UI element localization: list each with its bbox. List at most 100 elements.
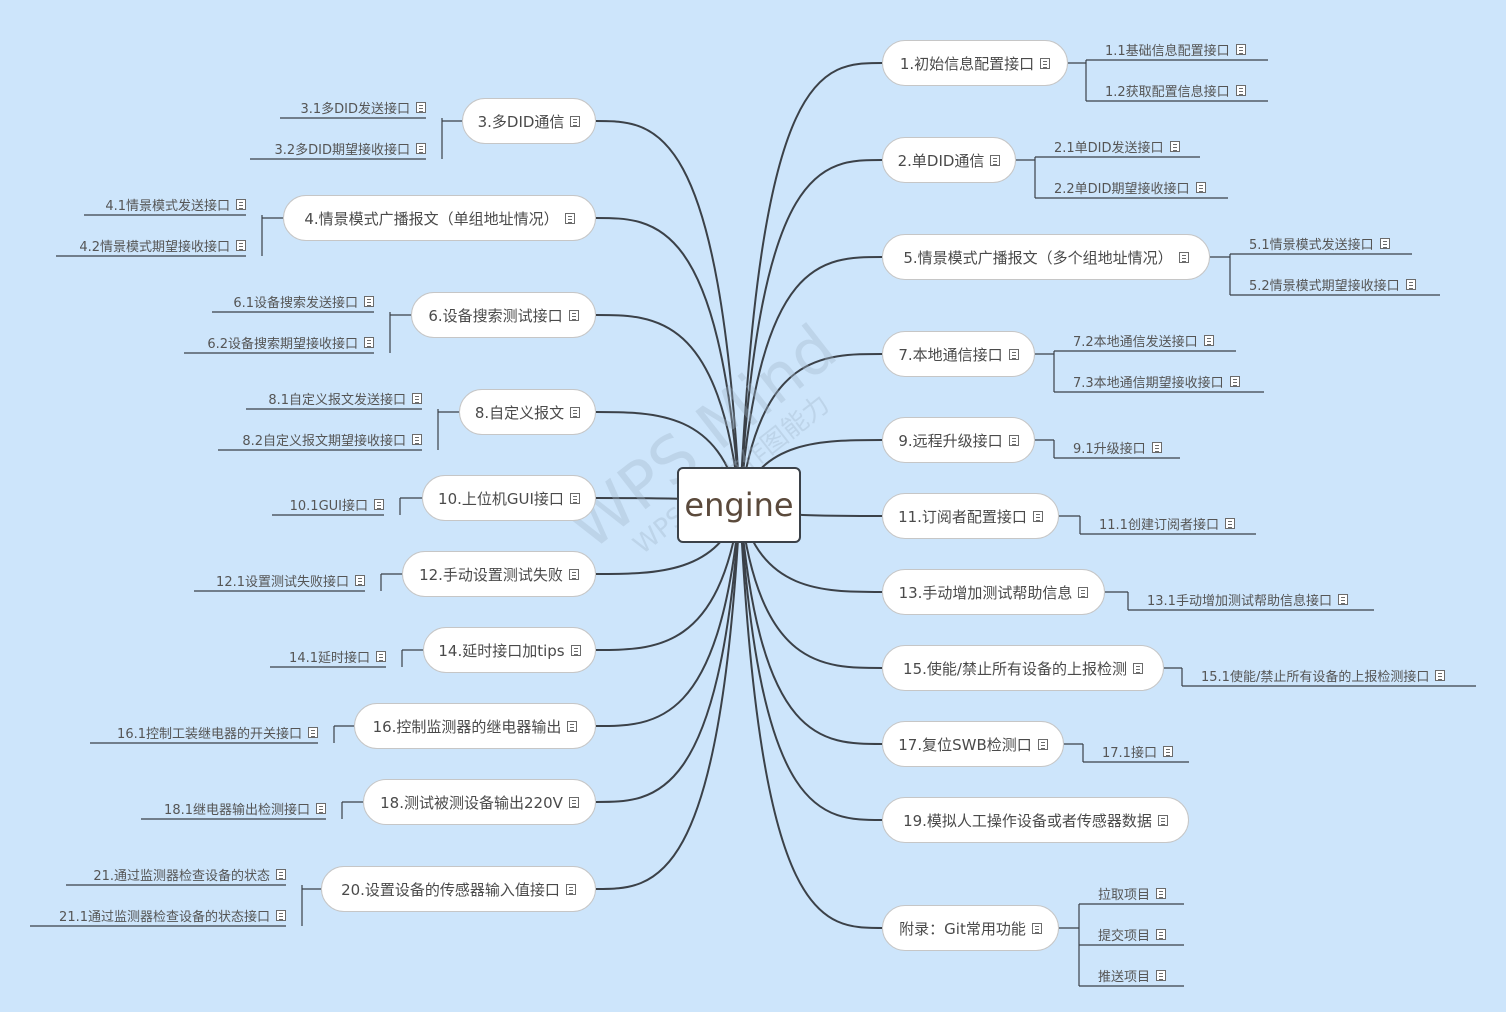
note-icon[interactable] <box>1379 237 1390 249</box>
topic-left-3[interactable]: 6.设备搜索测试接口 <box>411 292 596 338</box>
subtopic-right-2-2[interactable]: 2.2单DID期望接收接口 <box>1054 177 1228 197</box>
note-icon[interactable] <box>1008 348 1019 360</box>
subtopic-left-1-2[interactable]: 3.2多DID期望接收接口 <box>250 138 426 158</box>
root-topic[interactable]: engine <box>677 467 801 543</box>
subtopic-left-9-1[interactable]: 18.1继电器输出检测接口 <box>141 798 326 818</box>
note-icon[interactable] <box>1178 251 1189 263</box>
note-icon[interactable] <box>1040 57 1051 69</box>
note-icon[interactable] <box>412 392 422 404</box>
note-icon[interactable] <box>570 115 581 127</box>
note-icon[interactable] <box>1435 669 1446 681</box>
note-icon[interactable] <box>1337 593 1348 605</box>
note-icon[interactable] <box>1078 586 1089 598</box>
subtopic-right-4-1[interactable]: 7.2本地通信发送接口 <box>1073 330 1236 350</box>
note-icon[interactable] <box>316 802 326 814</box>
topic-right-9[interactable]: 17.复位SWB检测口 <box>882 721 1064 767</box>
topic-left-6[interactable]: 12.手动设置测试失败 <box>402 551 596 597</box>
note-icon[interactable] <box>1151 441 1162 453</box>
topic-left-1[interactable]: 3.多DID通信 <box>462 98 596 144</box>
note-icon[interactable] <box>416 101 426 113</box>
note-icon[interactable] <box>236 198 246 210</box>
subtopic-left-6-1[interactable]: 12.1设置测试失败接口 <box>194 570 365 590</box>
note-icon[interactable] <box>1032 510 1043 522</box>
note-icon[interactable] <box>569 492 580 504</box>
topic-right-6[interactable]: 11.订阅者配置接口 <box>882 493 1059 539</box>
subtopic-left-2-1[interactable]: 4.1情景模式发送接口 <box>84 194 246 214</box>
subtopic-left-1-1[interactable]: 3.1多DID发送接口 <box>280 97 426 117</box>
note-icon[interactable] <box>1156 969 1167 981</box>
note-icon[interactable] <box>568 309 579 321</box>
topic-left-5[interactable]: 10.上位机GUI接口 <box>422 475 596 521</box>
note-icon[interactable] <box>1031 922 1042 934</box>
note-icon[interactable] <box>1157 814 1168 826</box>
note-icon[interactable] <box>1169 140 1180 152</box>
subtopic-left-4-2[interactable]: 8.2自定义报文期望接收接口 <box>218 429 422 449</box>
note-icon[interactable] <box>412 433 422 445</box>
note-icon[interactable] <box>1405 278 1416 290</box>
note-icon[interactable] <box>564 212 575 224</box>
subtopic-left-10-2[interactable]: 21.1通过监测器检查设备的状态接口 <box>30 905 286 925</box>
note-icon[interactable] <box>1195 181 1206 193</box>
subtopic-left-4-1[interactable]: 8.1自定义报文发送接口 <box>246 388 422 408</box>
note-icon[interactable] <box>1235 43 1246 55</box>
note-icon[interactable] <box>1235 84 1246 96</box>
topic-right-8[interactable]: 15.使能/禁止所有设备的上报检测 <box>882 645 1164 691</box>
note-icon[interactable] <box>1162 745 1173 757</box>
note-icon[interactable] <box>364 295 374 307</box>
topic-left-10[interactable]: 20.设置设备的传感器输入值接口 <box>321 866 596 912</box>
note-icon[interactable] <box>276 868 286 880</box>
subtopic-right-6-1[interactable]: 11.1创建订阅者接口 <box>1099 513 1256 533</box>
subtopic-right-7-1[interactable]: 13.1手动增加测试帮助信息接口 <box>1147 589 1374 609</box>
note-icon[interactable] <box>990 154 1001 166</box>
note-icon[interactable] <box>1224 517 1235 529</box>
subtopic-left-10-1[interactable]: 21.通过监测器检查设备的状态 <box>66 864 286 884</box>
note-icon[interactable] <box>1156 928 1167 940</box>
topic-right-1[interactable]: 1.初始信息配置接口 <box>882 40 1068 86</box>
note-icon[interactable] <box>376 650 386 662</box>
note-icon[interactable] <box>416 142 426 154</box>
topic-right-10[interactable]: 19.模拟人工操作设备或者传感器数据 <box>882 797 1189 843</box>
topic-right-7[interactable]: 13.手动增加测试帮助信息 <box>882 569 1105 615</box>
subtopic-right-4-2[interactable]: 7.3本地通信期望接收接口 <box>1073 371 1264 391</box>
note-icon[interactable] <box>570 644 581 656</box>
subtopic-left-3-1[interactable]: 6.1设备搜索发送接口 <box>212 291 374 311</box>
note-icon[interactable] <box>364 336 374 348</box>
topic-right-5[interactable]: 9.远程升级接口 <box>882 417 1035 463</box>
subtopic-left-7-1[interactable]: 14.1延时接口 <box>270 646 386 666</box>
note-icon[interactable] <box>567 720 578 732</box>
topic-right-3[interactable]: 5.情景模式广播报文（多个组地址情况） <box>882 234 1210 280</box>
note-icon[interactable] <box>374 498 384 510</box>
note-icon[interactable] <box>1229 375 1240 387</box>
topic-left-2[interactable]: 4.情景模式广播报文（单组地址情况） <box>283 195 596 241</box>
note-icon[interactable] <box>308 726 318 738</box>
subtopic-right-8-1[interactable]: 15.1使能/禁止所有设备的上报检测接口 <box>1201 665 1476 685</box>
topic-right-11[interactable]: 附录：Git常用功能 <box>882 905 1059 951</box>
subtopic-right-9-1[interactable]: 17.1接口 <box>1102 741 1189 761</box>
subtopic-right-3-2[interactable]: 5.2情景模式期望接收接口 <box>1249 274 1440 294</box>
topic-left-9[interactable]: 18.测试被测设备输出220V <box>363 779 596 825</box>
subtopic-left-5-1[interactable]: 10.1GUI接口 <box>272 494 384 514</box>
subtopic-right-5-1[interactable]: 9.1升级接口 <box>1073 437 1180 457</box>
note-icon[interactable] <box>355 574 365 586</box>
subtopic-left-2-2[interactable]: 4.2情景模式期望接收接口 <box>56 235 246 255</box>
topic-right-2[interactable]: 2.单DID通信 <box>882 137 1016 183</box>
note-icon[interactable] <box>1203 334 1214 346</box>
topic-left-4[interactable]: 8.自定义报文 <box>459 389 596 435</box>
subtopic-right-11-1[interactable]: 拉取项目 <box>1098 883 1184 903</box>
subtopic-right-11-3[interactable]: 推送项目 <box>1098 965 1184 985</box>
note-icon[interactable] <box>568 568 579 580</box>
note-icon[interactable] <box>1037 738 1048 750</box>
topic-left-7[interactable]: 14.延时接口加tips <box>423 627 596 673</box>
note-icon[interactable] <box>1008 434 1019 446</box>
subtopic-right-1-2[interactable]: 1.2获取配置信息接口 <box>1105 80 1268 100</box>
note-icon[interactable] <box>276 909 286 921</box>
note-icon[interactable] <box>565 883 576 895</box>
subtopic-right-11-2[interactable]: 提交项目 <box>1098 924 1184 944</box>
note-icon[interactable] <box>568 796 579 808</box>
subtopic-right-2-1[interactable]: 2.1单DID发送接口 <box>1054 136 1200 156</box>
subtopic-left-3-2[interactable]: 6.2设备搜索期望接收接口 <box>184 332 374 352</box>
topic-right-4[interactable]: 7.本地通信接口 <box>882 331 1035 377</box>
note-icon[interactable] <box>1132 662 1143 674</box>
subtopic-left-8-1[interactable]: 16.1控制工装继电器的开关接口 <box>90 722 318 742</box>
topic-left-8[interactable]: 16.控制监测器的继电器输出 <box>354 703 596 749</box>
